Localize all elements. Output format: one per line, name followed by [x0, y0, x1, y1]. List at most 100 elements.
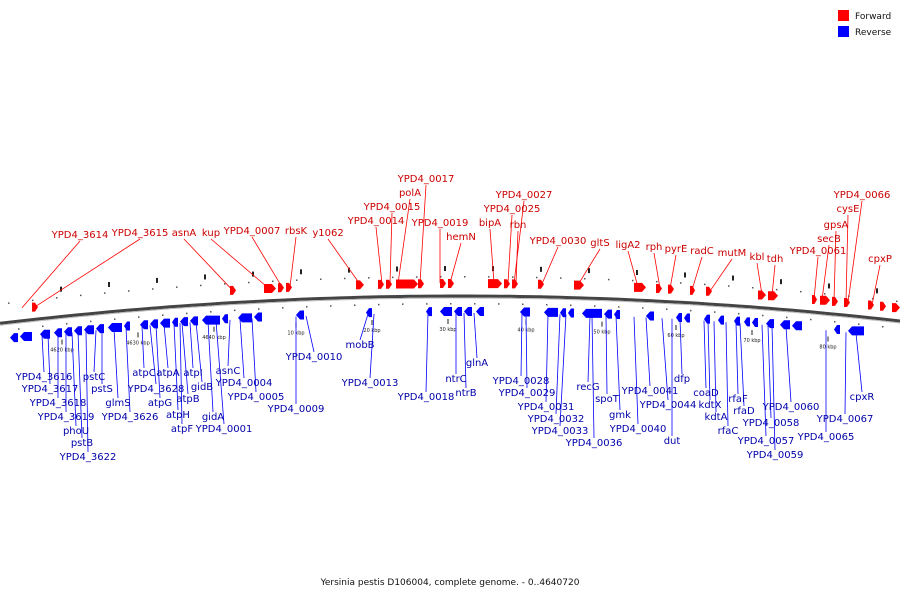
forward-callout-line [21, 240, 81, 309]
legend-reverse-swatch [838, 26, 849, 37]
reverse-callout-line [239, 319, 245, 379]
forward-callout-line [813, 256, 819, 300]
track-dot [714, 311, 716, 313]
forward-callout-line [289, 236, 297, 287]
forward-gene-label: YPD4_3615 [111, 228, 169, 239]
forward-gene-label: YPD4_0066 [833, 190, 891, 201]
backbone-shadow [0, 297, 900, 326]
reverse-gene-label: atpH [166, 410, 190, 421]
reverse-callout-line [855, 333, 863, 393]
track-dot [810, 318, 812, 321]
reverse-gene-label: rfaF [728, 394, 748, 405]
reverse-gene-arrow [202, 315, 220, 325]
reverse-gene-label: YPD4_0013 [341, 378, 399, 389]
forward-callout-line [251, 236, 283, 288]
gene-labels-layer: YPD4_3614 YPD4_3615 asnA kup YPD4_0007 rbsK y1… [15, 174, 892, 463]
forward-gene-arrow [448, 279, 454, 289]
reverse-gene-arrow [464, 307, 472, 317]
track-marker [60, 286, 62, 292]
forward-gene-arrow [880, 301, 886, 311]
track-marker [396, 266, 398, 272]
forward-gene-label: rbsK [285, 226, 308, 237]
reverse-callout-line [713, 321, 717, 413]
scale-tick-label: 70 kbp [743, 338, 760, 344]
track-dot [248, 281, 250, 284]
reverse-gene-label: YPD4_3626 [101, 412, 159, 423]
reverse-gene-label: atpG [148, 398, 172, 409]
forward-gene-arrow [286, 282, 292, 292]
forward-gene-label: YPD4_3614 [51, 230, 109, 241]
legend-reverse-label: Reverse [855, 28, 892, 38]
track-dot [186, 312, 188, 315]
reverse-callout-line [181, 322, 189, 395]
track-dot [368, 277, 370, 279]
reverse-gene-label: ntrB [455, 388, 476, 399]
forward-gene-arrow [832, 296, 838, 306]
track-dot [752, 286, 754, 289]
track-dot [776, 288, 778, 291]
reverse-callout-line [525, 313, 528, 389]
forward-gene-label: YPD4_0015 [363, 202, 421, 213]
forward-gene-label: gltS [590, 238, 609, 249]
legend-forward-swatch [838, 10, 849, 21]
reverse-gene-arrow [684, 313, 690, 323]
track-marker [444, 266, 446, 272]
track-dot [128, 290, 130, 292]
reverse-callout-line [761, 324, 767, 437]
forward-gene-label: polA [399, 188, 421, 199]
scale-tick-label: 80 kbp [819, 344, 836, 350]
forward-callout-line [653, 252, 661, 289]
forward-callout-line [513, 200, 525, 284]
track-dot [320, 278, 322, 281]
forward-callout-line [871, 264, 881, 305]
track-dot [402, 303, 404, 305]
reverse-callout-line [707, 320, 711, 401]
track-dot [224, 283, 226, 285]
reverse-callout-line [633, 316, 639, 425]
reverse-callout-line [735, 322, 739, 395]
reverse-gene-arrow [10, 333, 18, 343]
reverse-gene-label: recG [576, 382, 599, 393]
reverse-gene-arrow [676, 313, 682, 323]
track-dot [234, 309, 236, 312]
forward-gene-label: gpsA [824, 220, 849, 231]
track-dot [18, 328, 20, 330]
forward-callout-line [709, 258, 733, 292]
reverse-gene-arrow [848, 326, 864, 336]
reverse-gene-arrow [544, 307, 558, 317]
track-dot [858, 323, 860, 325]
track-dot [306, 306, 308, 308]
reverse-gene-arrow [604, 309, 612, 319]
backbone-line [0, 294, 900, 325]
reverse-callout-line [844, 332, 847, 415]
forward-callout-line [375, 226, 383, 284]
reverse-gene-label: YPD4_0044 [639, 400, 697, 411]
reverse-gene-arrow [366, 308, 372, 318]
reverse-gene-label: YPD4_0028 [492, 376, 550, 387]
track-marker [684, 272, 686, 278]
forward-gene-arrow [892, 303, 900, 313]
forward-gene-arrow [278, 283, 284, 293]
track-dot [138, 316, 140, 318]
reverse-gene-label: coaD [693, 388, 719, 399]
scale-tick-label: 60 kbp [667, 333, 684, 339]
reverse-gene-label: rfaC [718, 426, 739, 437]
forward-callout-line [515, 230, 519, 284]
scale-tick-label: 50 kbp [593, 330, 610, 336]
track-dot [450, 303, 452, 305]
track-marker [540, 266, 542, 272]
forward-callout-line [833, 230, 837, 302]
reverse-gene-arrow [704, 314, 710, 324]
reverse-gene-arrow [582, 308, 602, 318]
reverse-gene-label: pstC [83, 372, 105, 383]
forward-gene-arrow [440, 279, 446, 289]
forward-gene-arrow [656, 283, 662, 293]
track-dot [584, 277, 586, 280]
reverse-gene-label: YPD4_0032 [527, 414, 585, 425]
reverse-gene-label: atpA [156, 368, 179, 379]
reverse-callout-line [305, 315, 315, 353]
forward-gene-label: YPD4_0007 [223, 226, 281, 237]
track-dot [738, 312, 740, 315]
forward-gene-label: cysE [837, 204, 860, 215]
track-dot [392, 276, 394, 279]
